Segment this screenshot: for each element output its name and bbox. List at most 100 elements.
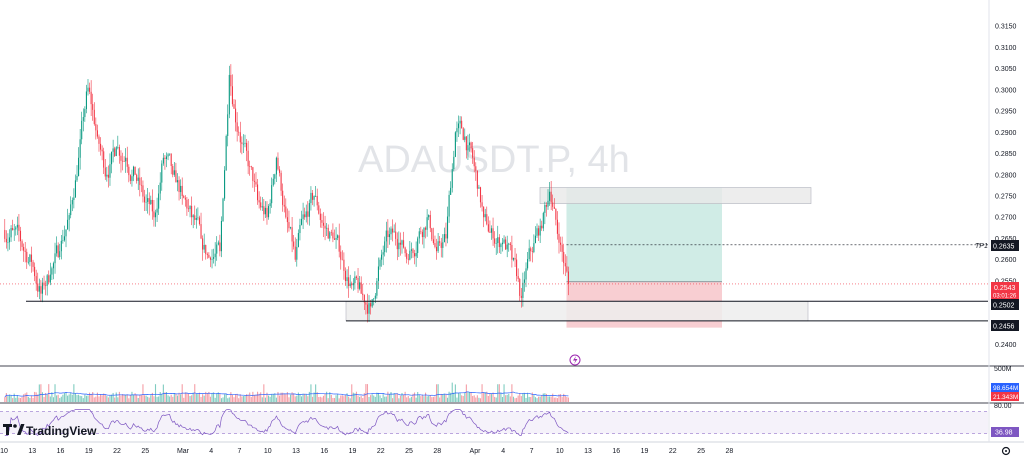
price-tick-label: 0.2550	[995, 278, 1017, 285]
volume-bar	[343, 396, 345, 402]
price-tick-label: 0.2700	[995, 215, 1017, 222]
candle	[37, 272, 39, 298]
candle	[435, 238, 438, 260]
candle	[206, 252, 208, 259]
volume-bar	[374, 396, 376, 402]
volume-bar	[30, 395, 33, 402]
candle	[219, 234, 221, 257]
candle	[154, 209, 157, 227]
volume-bar	[544, 393, 546, 402]
candle	[439, 235, 441, 247]
volume-bar	[385, 396, 387, 402]
candle	[319, 208, 321, 228]
candle	[552, 194, 554, 211]
volume-bar	[302, 393, 304, 402]
volume-bar	[131, 391, 133, 402]
volume-bar	[16, 395, 18, 402]
candle	[131, 169, 133, 187]
candle	[315, 185, 317, 197]
candle	[151, 189, 153, 220]
volume-bar	[362, 397, 364, 402]
candle	[264, 201, 266, 219]
level-tag-0: 0.2502	[991, 299, 1019, 310]
volume-bar	[95, 396, 97, 402]
candle	[161, 160, 163, 191]
candle	[462, 127, 464, 141]
candle	[500, 242, 502, 255]
volume-bar	[547, 396, 549, 402]
candle	[184, 195, 186, 207]
candle	[293, 234, 295, 250]
candle	[403, 231, 405, 249]
volume-bar	[198, 392, 201, 402]
volume-bar	[87, 395, 89, 402]
volume-bar	[48, 384, 50, 402]
volume-bar	[516, 397, 518, 402]
candle	[424, 226, 427, 239]
candle	[490, 225, 493, 240]
candle	[355, 275, 358, 280]
volume-bar	[514, 398, 516, 402]
candle	[51, 266, 53, 280]
candle	[335, 227, 337, 249]
supply-zone[interactable]	[539, 187, 812, 204]
candle	[563, 243, 565, 275]
volume-bar	[318, 397, 320, 402]
demand-zone[interactable]	[345, 301, 809, 322]
candle	[16, 216, 18, 236]
lightning-icon[interactable]	[569, 354, 581, 366]
time-tick-label: 22	[669, 448, 677, 455]
candle	[384, 236, 386, 257]
candle	[76, 165, 78, 182]
volume-bar	[462, 395, 464, 402]
candle	[492, 217, 494, 246]
volume-bar	[208, 391, 210, 402]
candle	[68, 212, 70, 232]
price-tick-label: 0.2950	[995, 109, 1017, 116]
volume-bar	[451, 382, 453, 402]
volume-bar	[421, 394, 423, 402]
volume-bar	[310, 384, 312, 402]
volume-bar	[506, 394, 508, 402]
volume-bar	[100, 394, 102, 402]
price-tick-label: 0.3150	[995, 24, 1017, 31]
volume-bar	[92, 391, 94, 402]
volume-bar	[352, 392, 354, 402]
volume-bar	[379, 395, 381, 402]
volume-value-label: 21.343M	[993, 394, 1018, 401]
volume-bar	[470, 391, 472, 402]
gear-icon[interactable]	[1001, 446, 1011, 456]
candle	[23, 243, 25, 262]
candle	[209, 256, 212, 268]
candle	[567, 266, 569, 296]
time-tick-label: 13	[28, 448, 36, 455]
candle	[296, 238, 298, 267]
volume-bar	[271, 394, 273, 402]
candle	[387, 219, 389, 249]
candle	[332, 223, 334, 243]
volume-bar	[255, 394, 257, 402]
volume-bar	[500, 392, 502, 402]
candle	[357, 267, 359, 293]
candle	[346, 269, 348, 289]
volume-bar	[101, 395, 103, 402]
candle	[547, 189, 549, 210]
volume-bar	[236, 393, 238, 402]
candle	[365, 300, 367, 315]
volume-bar	[376, 392, 378, 402]
candle	[191, 196, 193, 226]
price-tick-label: 0.2750	[995, 193, 1017, 200]
candle	[399, 232, 401, 256]
price-tick-label: 0.3050	[995, 66, 1017, 73]
volume-bar	[169, 396, 171, 402]
volume-bar	[110, 394, 113, 402]
candle	[556, 211, 558, 240]
candle	[87, 78, 89, 96]
candle	[189, 205, 191, 218]
volume-bar	[332, 397, 334, 402]
volume-bar	[392, 398, 394, 402]
candle	[509, 242, 511, 251]
time-tick-label: 4	[209, 448, 213, 455]
volume-bar	[57, 394, 59, 402]
volume-bar	[275, 397, 277, 402]
